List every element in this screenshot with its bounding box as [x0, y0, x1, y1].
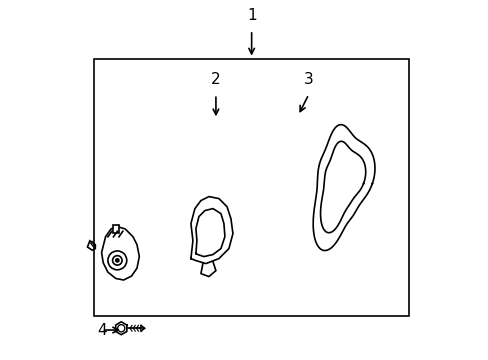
Text: 3: 3: [304, 72, 313, 87]
Text: 4: 4: [97, 323, 106, 338]
Bar: [112, 225, 119, 233]
Bar: [94, 59, 408, 316]
Text: 2: 2: [211, 72, 220, 87]
Text: 1: 1: [246, 8, 256, 23]
Circle shape: [116, 259, 119, 262]
